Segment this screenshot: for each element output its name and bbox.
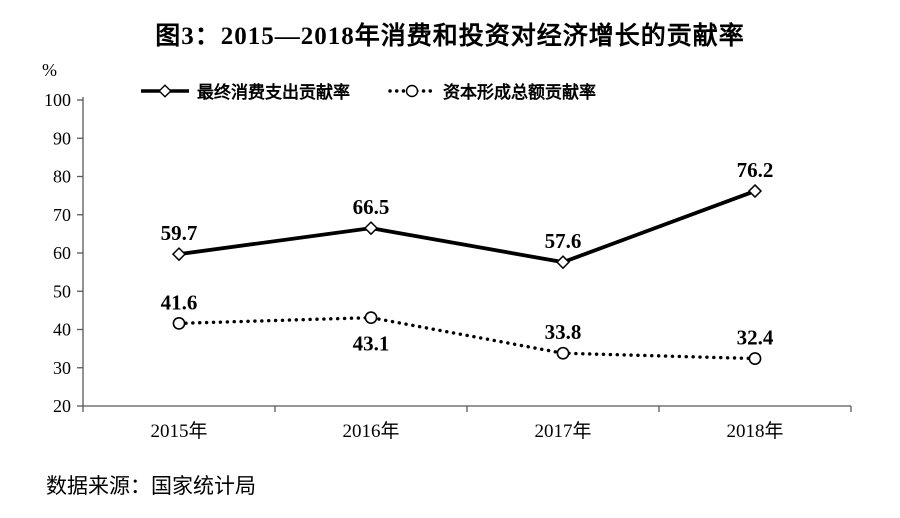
data-label: 76.2 [737,158,774,182]
circle-marker [556,346,570,360]
solid-line-diamond-icon [141,83,189,98]
circle-marker [364,311,378,325]
data-label: 43.1 [353,332,390,356]
y-tick-label: 90 [53,128,71,148]
data-label: 59.7 [161,221,198,245]
y-tick-label: 30 [53,358,71,378]
legend-item-consumption: 最终消费支出贡献率 [140,78,350,103]
y-tick-label: 40 [53,320,71,340]
diamond-marker [171,247,187,262]
diamond-marker [747,183,763,199]
circle-marker [748,352,762,365]
dotted-line-circle-icon [388,84,436,97]
data-label: 57.6 [545,229,582,253]
series-line-0 [178,189,756,265]
chart-title: 图3：2015—2018年消费和投资对经济增长的贡献率 [155,23,745,50]
data-label: 66.5 [353,195,390,219]
y-axis-unit-label: % [42,60,57,80]
y-tick-label: 70 [53,205,71,225]
legend-label-capital: 资本形成总额贡献率 [443,83,596,102]
legend-label-consumption: 最终消费支出贡献率 [197,83,350,102]
circle-marker [172,316,186,330]
x-tick-label: 2016年 [342,420,399,442]
legend-item-capital: 资本形成总额贡献率 [388,78,596,103]
data-label: 32.4 [737,326,774,350]
data-label: 41.6 [161,290,198,314]
y-tick-label: 50 [53,281,71,301]
series-line-1 [177,315,757,361]
x-tick-label: 2017年 [534,420,591,442]
y-tick-label: 80 [53,167,71,187]
diamond-marker [363,221,379,236]
x-tick-label: 2015年 [150,420,207,442]
y-tick-label: 20 [53,396,71,416]
diamond-marker [555,255,571,270]
legend: 最终消费支出贡献率 资本形成总额贡献率 [140,78,596,103]
data-source: 数据来源：国家统计局 [46,475,256,498]
y-tick-label: 100 [44,90,71,110]
y-tick-label: 60 [53,243,71,263]
x-tick-label: 2018年 [726,420,783,442]
data-label: 33.8 [545,320,582,344]
